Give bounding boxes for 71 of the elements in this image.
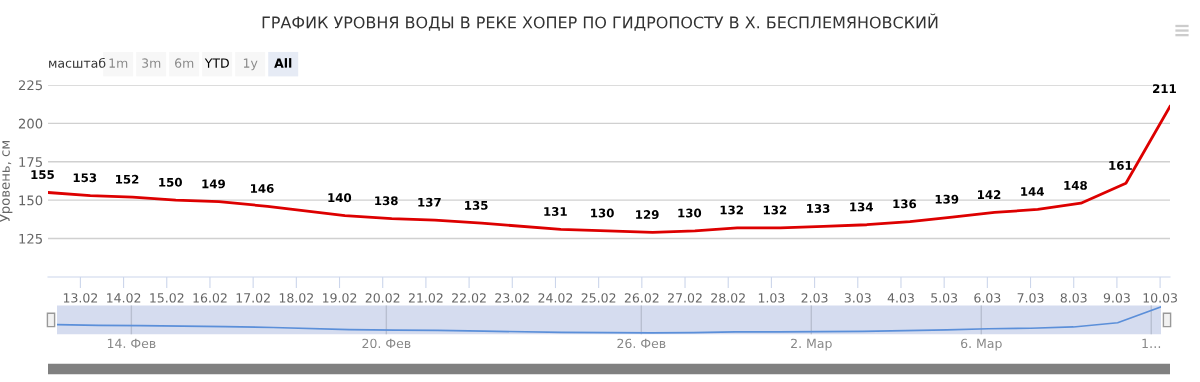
x-tick-label: 14.02 bbox=[107, 293, 141, 303]
data-label: 161 bbox=[1109, 160, 1132, 170]
text: 3m bbox=[142, 58, 161, 68]
y-tick-label: 225 bbox=[18, 80, 42, 91]
x-tick-label: 2. Мар bbox=[791, 338, 832, 351]
y-tick-label: 175 bbox=[19, 157, 42, 167]
x-tick-label: 13.02 bbox=[63, 293, 98, 303]
data-label: 130 bbox=[591, 208, 614, 218]
x-tick-label: 1.03 bbox=[758, 293, 785, 303]
x-tick-label: 15.02 bbox=[150, 293, 184, 303]
x-tick-label: 20.02 bbox=[365, 293, 400, 303]
x-tick-label: 18.02 bbox=[279, 293, 313, 303]
data-label: 139 bbox=[935, 194, 959, 204]
x-tick-label: 5.03 bbox=[931, 293, 958, 303]
x-tick-label: 8.03 bbox=[1060, 293, 1087, 303]
data-label: 150 bbox=[159, 177, 182, 187]
x-tick-label: 17.02 bbox=[236, 293, 270, 303]
x-tick-label: 27.02 bbox=[668, 293, 702, 303]
y-tick-label: 125 bbox=[19, 233, 42, 244]
text: 1m bbox=[109, 58, 128, 68]
data-label: 148 bbox=[1064, 180, 1087, 190]
x-tick-label: 21.02 bbox=[408, 293, 443, 303]
x-tick-label: 3.03 bbox=[844, 293, 871, 303]
data-label: 137 bbox=[418, 197, 441, 207]
x-tick-label: 9.03 bbox=[1103, 293, 1130, 303]
x-tick-label: 2.03 bbox=[801, 293, 828, 303]
text: All bbox=[274, 58, 292, 68]
data-label: 135 bbox=[465, 200, 488, 210]
data-label: 131 bbox=[544, 207, 567, 216]
data-label: 152 bbox=[116, 174, 139, 184]
x-tick-label: 10.03 bbox=[1143, 293, 1177, 303]
x-tick-label: 26.02 bbox=[624, 293, 659, 303]
text: YTD bbox=[204, 58, 229, 68]
data-label: 155 bbox=[31, 170, 54, 180]
data-label: 153 bbox=[73, 173, 97, 183]
data-label: 146 bbox=[251, 183, 274, 193]
data-label: 138 bbox=[375, 196, 398, 206]
x-tick-label: 6. Мар bbox=[961, 338, 1002, 351]
data-label: 132 bbox=[720, 205, 743, 215]
x-tick-label: 25.02 bbox=[581, 293, 616, 303]
data-label: 142 bbox=[978, 190, 1001, 199]
chart-title: ГРАФИК УРОВНЯ ВОДЫ В РЕКЕ ХОПЕР ПО ГИДРОПОСТУ В Х. БЕСПЛЕМЯНОВСКИЙ bbox=[262, 13, 938, 31]
x-tick-label: 28.02 bbox=[711, 293, 745, 303]
x-tick-label: 1… bbox=[1142, 338, 1161, 348]
x-tick-label: 23.02 bbox=[495, 293, 529, 303]
x-tick-label: 26. Фев bbox=[617, 338, 666, 349]
data-label: 130 bbox=[678, 208, 702, 218]
x-tick-label: 20. Фев bbox=[362, 338, 411, 349]
data-label: 149 bbox=[202, 179, 225, 189]
text: масштаб bbox=[49, 57, 106, 68]
y-tick-label: 150 bbox=[19, 195, 43, 206]
data-label: 132 bbox=[763, 205, 787, 215]
x-tick-label: 16.02 bbox=[193, 293, 227, 303]
x-tick-label: 4.03 bbox=[887, 293, 914, 303]
data-label: 140 bbox=[328, 193, 352, 203]
data-label: 211 bbox=[1153, 84, 1176, 93]
x-tick-label: 22.02 bbox=[452, 293, 486, 303]
text: 6m bbox=[175, 58, 194, 68]
data-label: 144 bbox=[1021, 187, 1044, 196]
x-tick-label: 6.03 bbox=[974, 293, 1001, 303]
x-tick-label: 14. Фев bbox=[107, 338, 156, 349]
data-label: 133 bbox=[807, 203, 830, 213]
text: 1y bbox=[243, 58, 258, 71]
data-label: 134 bbox=[850, 202, 873, 212]
data-label: 136 bbox=[893, 199, 917, 209]
data-label: 129 bbox=[636, 210, 659, 220]
x-tick-label: 24.02 bbox=[538, 293, 573, 303]
x-tick-label: 19.02 bbox=[323, 293, 357, 303]
x-tick-label: 7.03 bbox=[1017, 293, 1044, 303]
y-tick-label: 200 bbox=[18, 118, 43, 129]
y-axis-title: Уровень, см bbox=[0, 140, 13, 222]
